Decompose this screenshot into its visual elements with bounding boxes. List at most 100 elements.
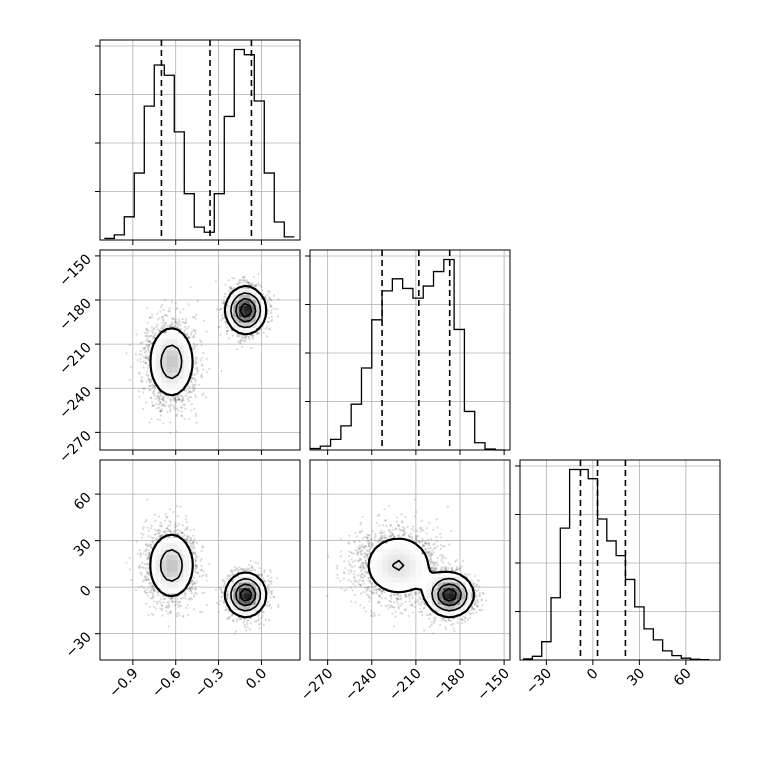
sample-point <box>224 582 227 586</box>
sample-point <box>151 386 155 389</box>
sample-point <box>163 326 166 329</box>
sample-point <box>205 330 208 333</box>
density-cell <box>166 338 173 345</box>
sample-point <box>268 328 272 331</box>
sample-point <box>168 611 172 614</box>
sample-point <box>158 329 161 332</box>
sample-point <box>190 331 193 334</box>
sample-point <box>196 370 199 373</box>
density-cell <box>155 338 162 345</box>
sample-point <box>173 405 176 409</box>
sample-point <box>152 588 155 591</box>
sample-point <box>167 524 170 528</box>
sample-point <box>178 398 181 401</box>
sample-point <box>138 566 141 569</box>
sample-point <box>266 300 269 303</box>
sample-point <box>229 286 232 290</box>
sample-point <box>194 558 197 562</box>
sample-point <box>155 529 159 532</box>
sample-point <box>152 336 155 339</box>
sample-point <box>267 320 270 323</box>
sample-point <box>195 372 198 375</box>
sample-point <box>195 313 198 316</box>
sample-point <box>141 561 144 565</box>
sample-point <box>161 316 164 319</box>
sample-point <box>231 334 234 337</box>
sample-point <box>169 325 172 328</box>
sample-point <box>173 531 176 535</box>
sample-point <box>151 593 155 596</box>
sample-point <box>147 357 150 360</box>
sample-point <box>147 556 150 559</box>
sample-point <box>147 377 151 380</box>
density-cell <box>150 361 156 367</box>
hist-0-steps <box>104 48 295 240</box>
density-cell <box>227 316 234 323</box>
sample-point <box>199 359 202 362</box>
sample-point <box>173 600 177 603</box>
sample-point <box>140 573 143 576</box>
sample-point <box>185 320 188 323</box>
sample-point <box>170 317 173 320</box>
sample-point <box>169 524 172 527</box>
sample-point <box>144 339 148 342</box>
sample-point <box>270 319 273 323</box>
density-cell <box>172 350 179 356</box>
sample-point <box>265 325 268 328</box>
sample-point <box>196 368 199 371</box>
sample-point <box>153 389 156 392</box>
sample-point <box>195 357 198 360</box>
sample-point <box>161 321 164 324</box>
sample-point <box>215 601 219 605</box>
density-cell <box>172 377 179 384</box>
sample-point <box>138 353 141 356</box>
density-cell <box>244 300 251 306</box>
sample-point <box>171 323 174 326</box>
sample-point <box>191 385 194 388</box>
sample-point <box>176 306 179 310</box>
density-cell <box>244 316 251 323</box>
sample-point <box>270 315 274 318</box>
sample-point <box>244 337 248 340</box>
sample-point <box>193 329 196 332</box>
sample-point <box>193 373 196 376</box>
sample-point <box>170 324 173 328</box>
sample-point <box>239 339 242 342</box>
sample-point <box>247 336 250 339</box>
sample-point <box>174 302 177 305</box>
sample-point <box>230 287 233 291</box>
sample-point <box>158 390 161 393</box>
density-cell <box>166 333 173 340</box>
density-cell <box>172 333 179 340</box>
sample-point <box>225 617 229 620</box>
sample-point <box>181 531 184 535</box>
sample-point <box>148 344 151 347</box>
sample-point <box>175 308 178 311</box>
sample-point <box>200 375 203 378</box>
sample-point <box>226 329 230 333</box>
sample-point <box>128 379 131 382</box>
sample-point <box>156 328 159 331</box>
hist-2-frame <box>519 459 721 661</box>
density-cell <box>250 305 256 312</box>
density-cell <box>166 366 173 373</box>
sample-point <box>267 290 270 293</box>
sample-point <box>223 295 226 299</box>
sample-point <box>225 329 229 332</box>
sample-point <box>190 391 193 394</box>
sample-point <box>135 333 138 336</box>
sample-point <box>143 351 147 354</box>
sample-point <box>269 297 272 300</box>
sample-point <box>156 394 160 397</box>
sample-point <box>151 405 154 408</box>
sample-point <box>192 541 195 544</box>
sample-point <box>146 562 149 565</box>
sample-point <box>142 407 145 410</box>
sample-point <box>162 397 165 400</box>
sample-point <box>162 403 165 406</box>
sample-point <box>147 345 150 348</box>
sample-point <box>241 335 244 338</box>
sample-point <box>247 281 250 285</box>
sample-point <box>147 614 150 617</box>
sample-point <box>214 280 218 283</box>
